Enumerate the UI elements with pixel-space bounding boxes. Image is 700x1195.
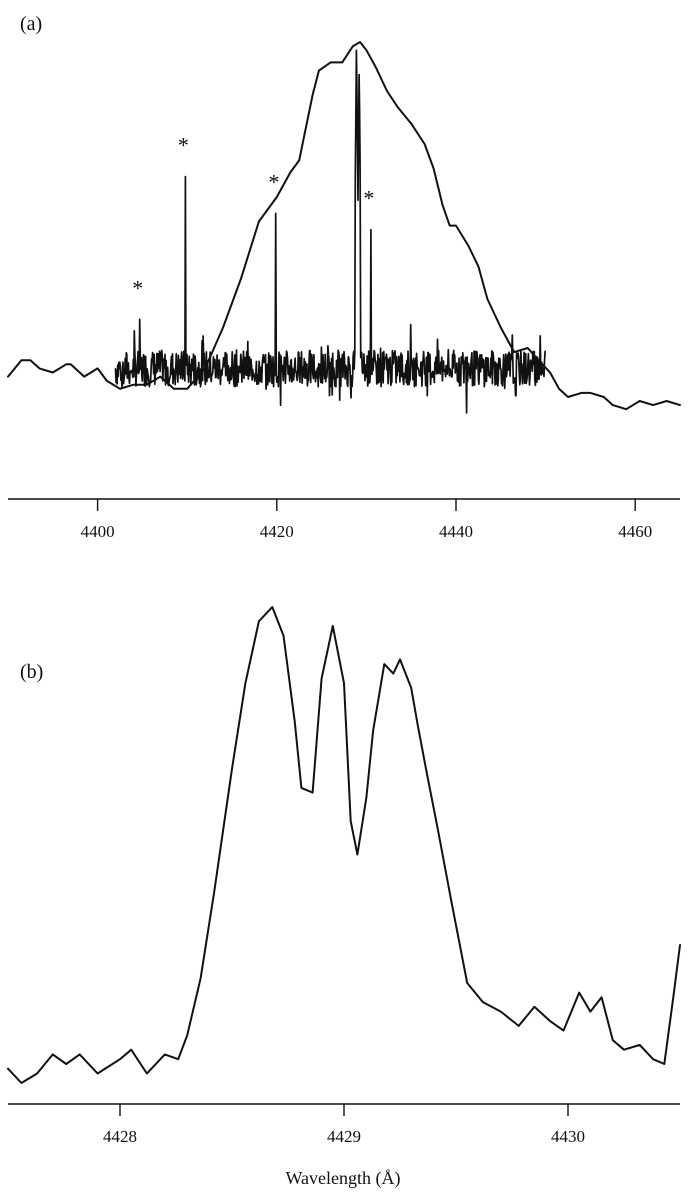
- panel-a-label: (a): [20, 13, 42, 35]
- panel-b-tick-label: 4430: [551, 1127, 585, 1146]
- panel-a-emission-asterisk: *: [268, 169, 279, 194]
- panel-a-emission-asterisk: *: [132, 275, 143, 300]
- panel-b-label: (b): [20, 661, 43, 683]
- panel-a-emission-asterisk: *: [363, 186, 374, 211]
- panel-a-tick-label: 4420: [260, 522, 294, 541]
- panel-b-tick-label: 4429: [327, 1127, 361, 1146]
- panel-b-series-group: [7, 606, 681, 1084]
- panel-b-x-ticks: 4428 4429 4430: [103, 1104, 585, 1146]
- panel-a-tick-label: 4460: [618, 522, 652, 541]
- panel-a-x-ticks: 4400 4420 4440 4460: [81, 499, 652, 541]
- panel-a-noisy-spectrum-line: [114, 49, 546, 414]
- panel-b-tick-label: 4428: [103, 1127, 137, 1146]
- panel-a-broad-profile-line: [7, 41, 681, 411]
- panel-a-tick-label: 4400: [81, 522, 115, 541]
- panel-a-asterisk-group: * * * *: [132, 133, 374, 301]
- panel-b: (b) 4428 4429 4430 Wavelength (Å): [7, 606, 681, 1189]
- panel-a: (a) * * * * 4400 4420 4440 4460: [7, 13, 681, 541]
- panel-a-emission-asterisk: *: [178, 133, 189, 158]
- panel-b-spectrum-line: [7, 606, 681, 1084]
- panel-a-tick-label: 4440: [439, 522, 473, 541]
- panel-b-x-axis-title: Wavelength (Å): [285, 1168, 400, 1189]
- panel-a-series-group: [7, 41, 681, 414]
